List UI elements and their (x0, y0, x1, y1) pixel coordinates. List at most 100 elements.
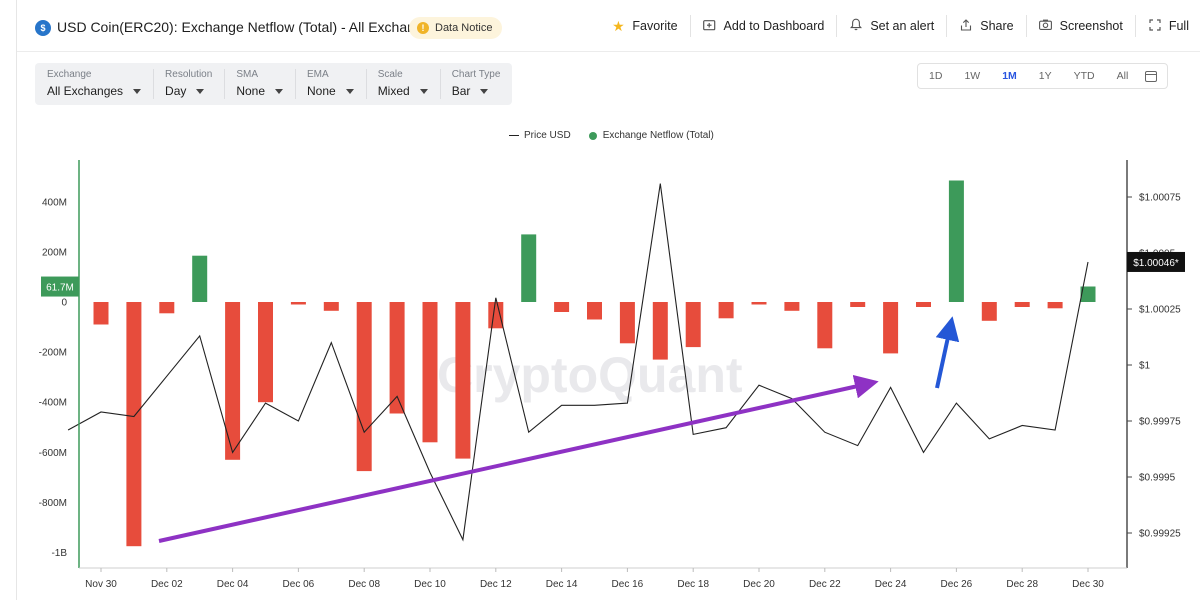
chart-legend: Price USD Exchange Netflow (Total) (509, 130, 714, 141)
price-line-group (67, 183, 1089, 542)
range-1y[interactable]: 1Y (1038, 70, 1052, 82)
price-line[interactable] (67, 183, 1089, 542)
price-last-label: $1.00046* (1133, 258, 1179, 269)
left-tick-label: -400M (39, 398, 67, 409)
page-title: USD Coin(ERC20): Exchange Netflow (Total… (57, 19, 438, 35)
netflow-last-badge (41, 276, 79, 297)
netflow-bar[interactable] (93, 302, 109, 325)
star-icon: ★ (612, 17, 625, 34)
set-alert-button[interactable]: Set an alert (836, 15, 946, 37)
screenshot-button[interactable]: Screenshot (1025, 15, 1135, 37)
right-tick-label: $1 (1139, 361, 1151, 372)
netflow-bar[interactable] (652, 302, 668, 360)
netflow-bar[interactable] (751, 302, 767, 305)
scale-select[interactable]: Scale Mixed (365, 63, 440, 105)
calendar-icon[interactable] (1145, 70, 1158, 82)
netflow-bar[interactable] (817, 302, 833, 349)
netflow-bar[interactable] (1014, 302, 1030, 307)
netflow-bar[interactable] (554, 302, 570, 312)
netflow-bar[interactable] (488, 302, 504, 329)
left-tick-label: -200M (39, 348, 67, 359)
trend-arrow (158, 374, 879, 543)
usdc-coin-icon: $ (35, 20, 51, 36)
data-notice-label: Data Notice (435, 22, 493, 34)
camera-icon (1039, 19, 1053, 33)
netflow-bar[interactable] (784, 302, 800, 311)
screenshot-label: Screenshot (1059, 19, 1123, 33)
netflow-bar[interactable] (159, 302, 175, 314)
range-ytd[interactable]: YTD (1073, 70, 1095, 82)
warning-icon: ! (417, 22, 429, 34)
range-1m[interactable]: 1M (1002, 70, 1017, 82)
range-all[interactable]: All (1116, 70, 1129, 82)
left-tick-label: -600M (39, 448, 67, 459)
x-axis-ticks: Nov 30 Dec 02 Dec 04 Dec 06 Dec 08 Dec 10 Dec … (85, 568, 1104, 590)
resolution-value: Day (165, 84, 187, 98)
fullscreen-button[interactable]: Full (1134, 15, 1200, 37)
netflow-bar[interactable] (850, 302, 866, 307)
chart-panel: $ USD Coin(ERC20): Exchange Netflow (Tot… (16, 0, 1200, 600)
header-actions: ★ Favorite Add to Dashboard Set an alert (599, 0, 1200, 52)
netflow-bar[interactable] (1047, 302, 1063, 309)
annotations (158, 316, 960, 543)
chart-type-select[interactable]: Chart Type Bar (439, 63, 513, 105)
netflow-bar[interactable] (718, 302, 734, 319)
header: $ USD Coin(ERC20): Exchange Netflow (Tot… (17, 0, 1200, 52)
highlight-arrow (935, 316, 960, 389)
exchange-value: All Exchanges (47, 84, 124, 98)
netflow-bar[interactable] (587, 302, 602, 320)
left-tick-label: 200M (42, 247, 67, 258)
netflow-bar[interactable] (422, 302, 438, 443)
x-tick-label: Dec 16 (612, 579, 644, 590)
netflow-bar[interactable] (455, 302, 471, 459)
sma-value: None (236, 84, 265, 98)
exchange-select[interactable]: Exchange All Exchanges (35, 63, 153, 105)
netflow-bar[interactable] (225, 302, 241, 460)
chart-type-value: Bar (451, 84, 471, 98)
range-1w[interactable]: 1W (964, 70, 981, 82)
share-button[interactable]: Share (946, 15, 1025, 37)
share-label: Share (980, 19, 1014, 33)
share-icon (959, 18, 973, 34)
sma-select[interactable]: SMA None (224, 63, 295, 105)
legend-price[interactable]: Price USD (524, 130, 571, 141)
add-to-dashboard-button[interactable]: Add to Dashboard (689, 15, 837, 37)
netflow-chart[interactable]: CryptoQuant Nov 30 Dec 02 Dec 04 Dec 06 Dec … (17, 0, 1200, 600)
right-tick-label: $0.99925 (1139, 529, 1181, 540)
netflow-bar[interactable] (916, 302, 931, 307)
ema-value: None (307, 84, 336, 98)
netflow-bar[interactable] (981, 302, 997, 321)
netflow-bar[interactable] (521, 234, 537, 302)
sma-label: SMA (236, 69, 258, 80)
x-tick-label: Dec 22 (809, 579, 841, 590)
exchange-label: Exchange (47, 69, 92, 80)
x-tick-label: Dec 10 (414, 579, 446, 590)
resolution-select[interactable]: Resolution Day (153, 63, 224, 105)
x-tick-label: Dec 06 (283, 579, 315, 590)
netflow-bar[interactable] (323, 302, 339, 311)
x-tick-label: Nov 30 (85, 579, 117, 590)
netflow-bar[interactable] (883, 302, 899, 354)
netflow-bar[interactable] (290, 302, 306, 305)
netflow-bar[interactable] (948, 180, 964, 303)
favorite-button[interactable]: ★ Favorite (599, 15, 689, 37)
netflow-bar[interactable] (1080, 286, 1096, 303)
bell-icon (849, 18, 863, 34)
range-1d[interactable]: 1D (929, 70, 943, 82)
last-value-badges: 61.7M $1.00046* (41, 251, 1185, 297)
netflow-bar[interactable] (258, 302, 273, 403)
netflow-bar[interactable] (126, 302, 142, 547)
netflow-bar[interactable] (619, 302, 635, 344)
x-tick-label: Dec 24 (875, 579, 907, 590)
netflow-bar[interactable] (356, 302, 372, 472)
netflow-bar[interactable] (685, 302, 701, 348)
data-notice-badge[interactable]: ! Data Notice (409, 17, 503, 39)
right-tick-label: $1.00025 (1139, 305, 1181, 316)
legend-netflow[interactable]: Exchange Netflow (Total) (602, 130, 714, 141)
price-line-swatch (509, 135, 519, 136)
ema-select[interactable]: EMA None (295, 63, 366, 105)
x-tick-label: Dec 04 (217, 579, 249, 590)
favorite-label: Favorite (632, 19, 678, 33)
netflow-bar[interactable] (389, 302, 405, 414)
netflow-bar[interactable] (192, 255, 208, 302)
